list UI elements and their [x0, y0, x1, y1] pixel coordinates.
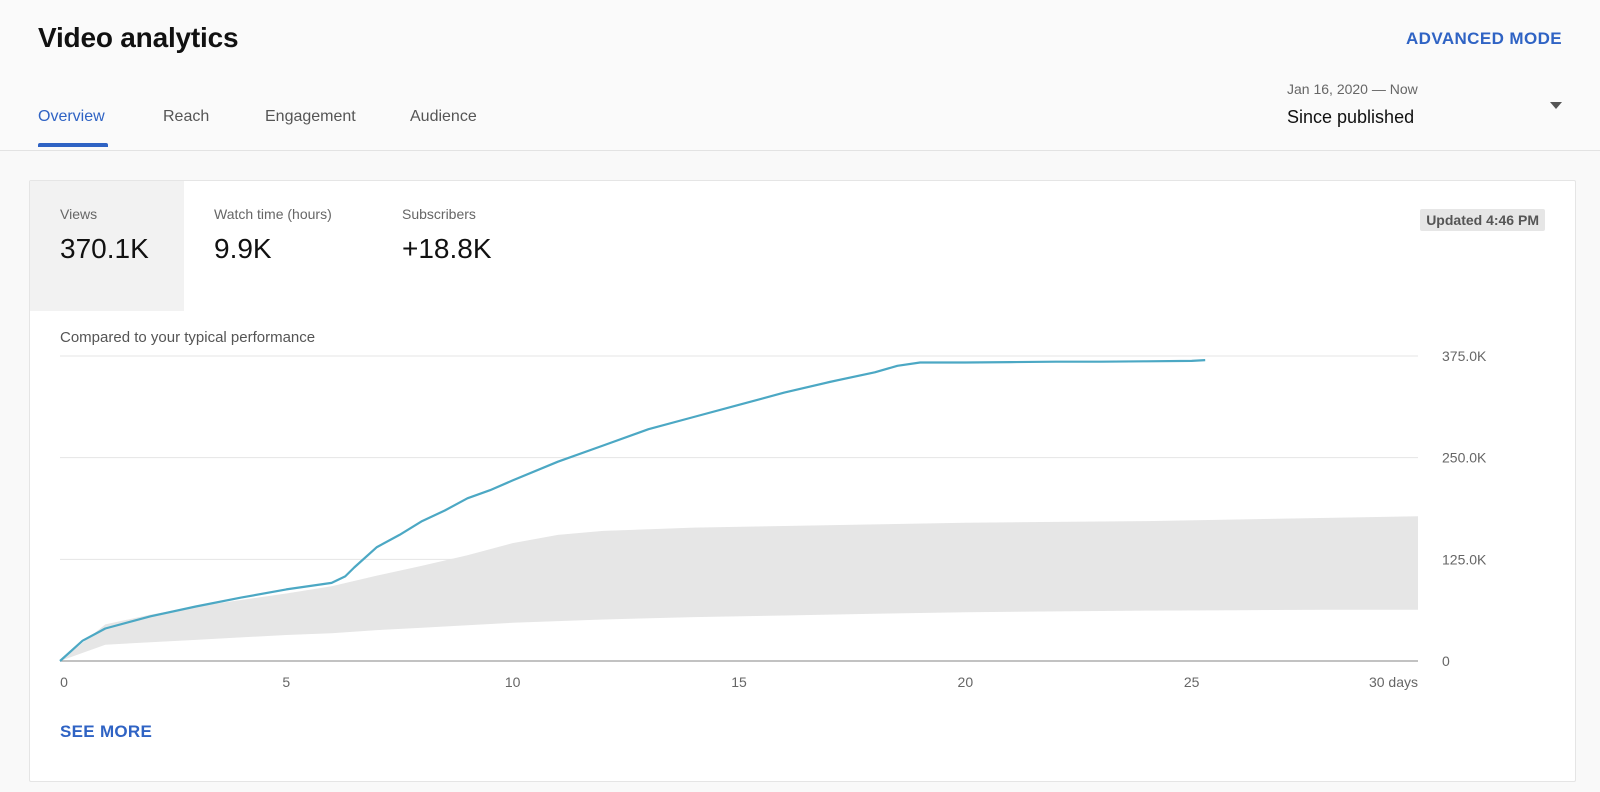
y-tick-label: 375.0K — [1442, 348, 1487, 364]
date-range-dates: Jan 16, 2020 — Now — [1287, 81, 1418, 97]
metric-value: 370.1K — [60, 233, 149, 264]
date-range-label: Since published — [1287, 107, 1415, 127]
chart-subtitle: Compared to your typical performance — [60, 329, 316, 346]
y-tick-label: 125.0K — [1442, 551, 1487, 567]
updated-badge: Updated 4:46 PM — [1420, 209, 1545, 231]
x-tick-label: 10 — [505, 674, 521, 690]
metric-value: +18.8K — [402, 233, 492, 264]
x-tick-label: 0 — [60, 674, 68, 690]
x-tick-label: 30 days — [1369, 674, 1418, 690]
advanced-mode-button[interactable]: ADVANCED MODE — [1405, 29, 1562, 48]
analytics-card: Views 370.1K Watch time (hours) 9.9K Sub… — [29, 180, 1576, 782]
metric-label: Subscribers — [402, 206, 476, 222]
metric-label: Views — [60, 206, 98, 222]
metric-value: 9.9K — [214, 233, 272, 264]
y-tick-label: 0 — [1442, 653, 1450, 669]
dropdown-arrow-icon — [1550, 102, 1562, 109]
see-more-link[interactable]: SEE MORE — [60, 722, 153, 741]
date-range-selector[interactable]: Jan 16, 2020 — Now Since published — [1287, 78, 1562, 138]
views-series-line — [59, 359, 1206, 662]
metric-watch-time[interactable]: Watch time (hours) 9.9K — [184, 181, 372, 311]
tab-reach[interactable]: Reach — [163, 108, 210, 125]
x-tick-label: 20 — [958, 674, 974, 690]
typical-performance-band — [60, 516, 1418, 661]
tab-engagement[interactable]: Engagement — [265, 108, 356, 125]
tab-audience[interactable]: Audience — [410, 108, 477, 125]
metric-label: Watch time (hours) — [214, 206, 332, 222]
y-tick-label: 250.0K — [1442, 450, 1487, 466]
metric-subscribers[interactable]: Subscribers +18.8K — [372, 181, 532, 311]
x-tick-label: 5 — [282, 674, 290, 690]
tab-overview[interactable]: Overview — [38, 108, 105, 125]
metric-views[interactable]: Views 370.1K — [30, 181, 184, 311]
views-chart: 0 125.0K 250.0K 375.0K 0 5 10 15 20 25 30 days — [59, 348, 1487, 690]
x-tick-label: 15 — [731, 674, 747, 690]
page-header: Video analytics ADVANCED MODE Overview R… — [0, 0, 1600, 151]
x-tick-label: 25 — [1184, 674, 1200, 690]
active-tab-indicator — [38, 143, 108, 147]
page-title: Video analytics — [38, 22, 239, 53]
